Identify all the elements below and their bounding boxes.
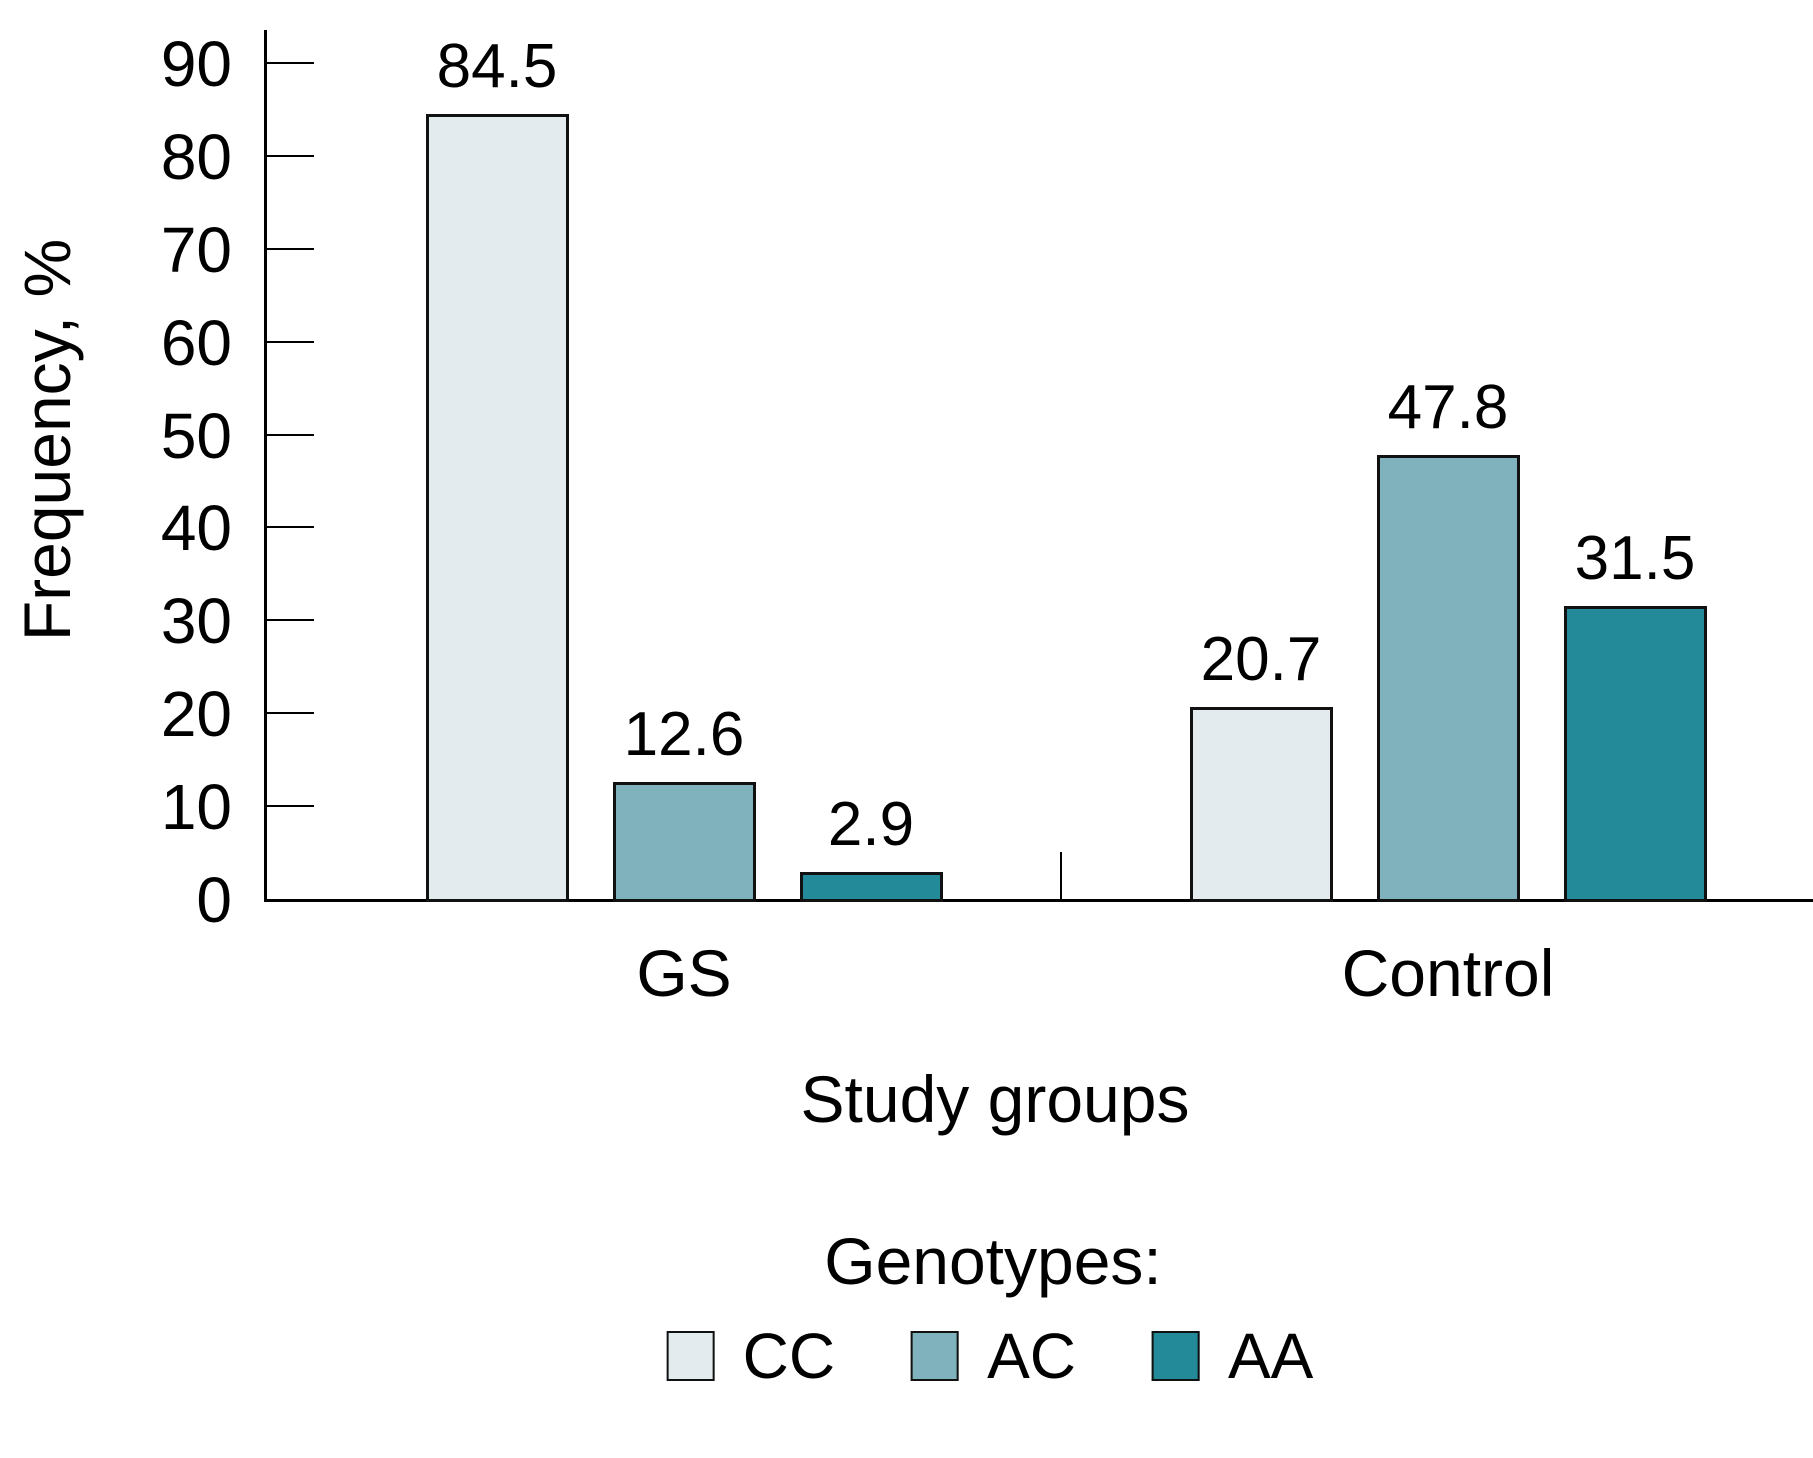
y-tick-label: 30	[160, 585, 232, 658]
x-axis-title: Study groups	[800, 1062, 1190, 1136]
bar-value-label: 2.9	[827, 790, 915, 860]
legend-item-AA: AA	[1151, 1320, 1314, 1392]
y-axis-line	[264, 30, 267, 901]
bar-value-label: 31.5	[1574, 524, 1696, 594]
legend-item-CC: CC	[666, 1320, 836, 1392]
y-tick	[266, 247, 314, 250]
group-divider-tick	[1060, 852, 1062, 900]
y-tick	[266, 61, 314, 64]
category-label-Control: Control	[1341, 936, 1555, 1010]
y-tick-label: 40	[160, 492, 232, 565]
legend-item-label: AA	[1227, 1320, 1314, 1392]
legend-title: Genotypes:	[824, 1224, 1162, 1298]
legend-swatch-AA	[1151, 1331, 1200, 1381]
bar-Control-CC	[1189, 706, 1333, 902]
y-tick-label: 70	[160, 213, 232, 286]
bar-value-label: 12.6	[623, 699, 745, 769]
bar-Control-AA	[1563, 606, 1707, 902]
legend: CC AC AA	[666, 1320, 1314, 1392]
y-tick-label: 90	[160, 27, 232, 100]
y-tick-label: 20	[160, 678, 232, 751]
y-tick	[266, 712, 314, 715]
y-tick	[266, 526, 314, 529]
bar-Control-AC	[1376, 454, 1520, 902]
bar-value-label: 84.5	[436, 32, 558, 102]
y-tick-label: 80	[160, 120, 232, 193]
bar-GS-AC	[612, 781, 756, 902]
legend-swatch-AC	[911, 1331, 960, 1381]
y-axis-title: Frequency, %	[10, 238, 84, 642]
y-tick	[266, 433, 314, 436]
y-tick	[266, 805, 314, 808]
y-tick	[266, 340, 314, 343]
bar-GS-AA	[799, 872, 943, 902]
legend-item-label: AC	[987, 1320, 1076, 1392]
category-label-GS: GS	[636, 936, 732, 1010]
bar-value-label: 20.7	[1200, 624, 1322, 694]
y-tick	[266, 154, 314, 157]
bar-value-label: 47.8	[1387, 372, 1509, 442]
bar-GS-CC	[425, 114, 569, 902]
legend-item-label: CC	[742, 1320, 836, 1392]
y-tick-label: 50	[160, 399, 232, 472]
y-tick-label: 0	[196, 864, 232, 936]
y-tick-label: 10	[160, 771, 232, 844]
y-tick-label: 60	[160, 306, 232, 379]
legend-item-AC: AC	[911, 1324, 1076, 1388]
x-axis-line	[264, 899, 1813, 902]
legend-swatch-CC	[666, 1331, 715, 1381]
y-tick	[266, 619, 314, 622]
